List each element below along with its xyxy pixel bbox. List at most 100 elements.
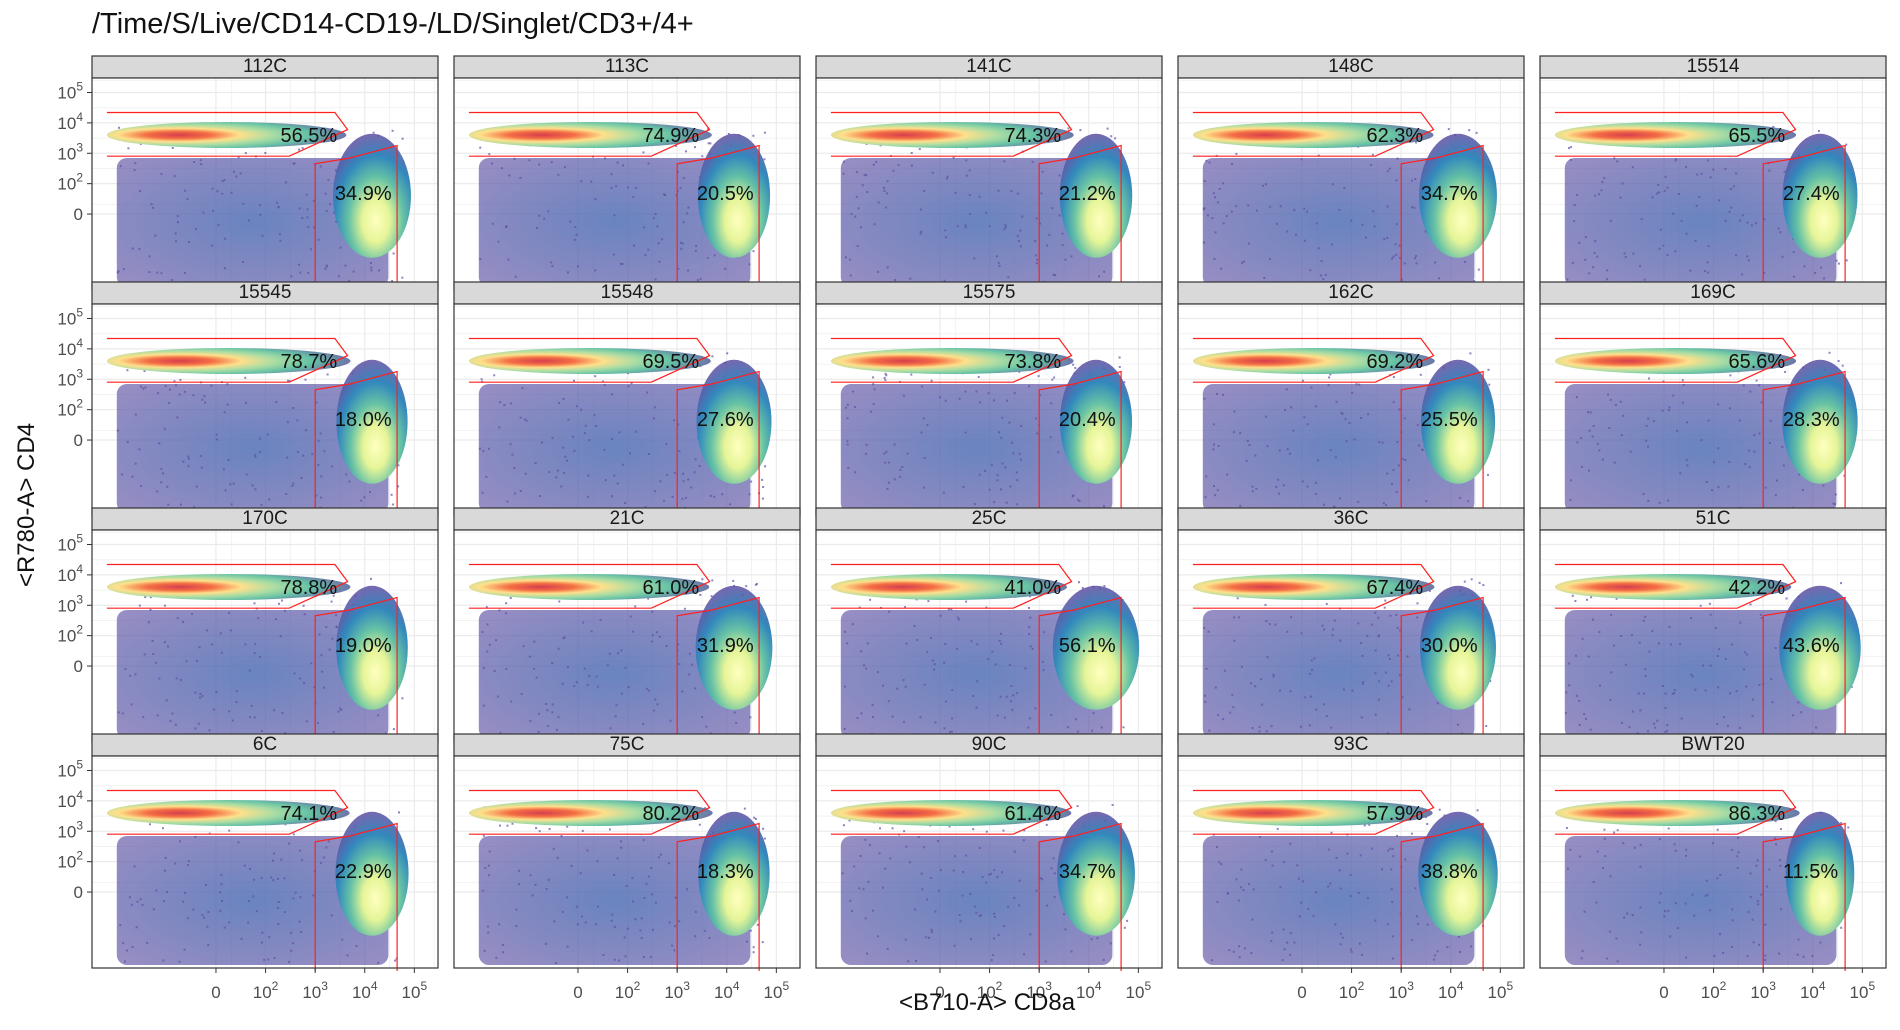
density-speckle <box>339 246 342 249</box>
cd4-gate-percentage: 80.2% <box>642 803 699 825</box>
density-speckle <box>332 594 335 597</box>
density-speckle <box>198 646 201 649</box>
density-speckle <box>749 929 752 932</box>
density-speckle <box>683 607 686 610</box>
density-speckle <box>1258 730 1261 733</box>
tick-exponent: 5 <box>1144 979 1151 993</box>
density-speckle <box>481 889 484 892</box>
density-speckle <box>1051 378 1054 381</box>
density-speckle <box>671 944 674 947</box>
density-speckle <box>1644 615 1647 618</box>
density-speckle <box>1024 667 1027 670</box>
density-speckle <box>1004 224 1007 227</box>
density-cd4-population <box>1554 121 1797 148</box>
gate-cd4 <box>106 337 349 383</box>
density-speckle <box>392 503 395 506</box>
density-speckle <box>1050 714 1053 716</box>
density-speckle <box>1212 448 1215 451</box>
density-cd4-population <box>1554 799 1800 826</box>
density-speckle <box>939 396 942 399</box>
cd4-gate-percentage: 61.0% <box>642 577 699 599</box>
density-speckle <box>1392 401 1395 404</box>
tick-exponent: 5 <box>76 305 83 319</box>
density-speckle <box>1693 914 1696 917</box>
density-speckle <box>886 192 889 195</box>
density-speckle <box>298 920 301 923</box>
density-speckle <box>1815 726 1818 729</box>
density-speckle <box>155 661 158 664</box>
density-speckle <box>1840 822 1843 825</box>
density-speckle <box>1013 850 1016 853</box>
density-speckle <box>305 193 308 196</box>
density-speckle <box>391 129 394 132</box>
y-tick-label: 0 <box>74 883 83 902</box>
density-speckle <box>1724 658 1727 660</box>
density-speckle <box>1677 193 1680 195</box>
density-speckle <box>579 872 582 875</box>
density-speckle <box>1711 842 1714 845</box>
density-speckle <box>1374 919 1377 922</box>
density-speckle <box>298 263 300 266</box>
density-speckle <box>200 163 203 166</box>
density-speckle <box>253 602 256 605</box>
density-speckle <box>1411 206 1413 209</box>
density-speckle <box>1238 945 1241 948</box>
density-speckle <box>1386 923 1389 926</box>
density-speckle <box>1782 464 1785 467</box>
density-speckle <box>590 630 593 633</box>
density-speckle <box>916 638 919 641</box>
density-speckle <box>580 408 583 411</box>
density-speckle <box>1389 847 1392 850</box>
density-speckle <box>1639 709 1642 712</box>
density-speckle <box>1217 714 1220 717</box>
density-speckle <box>958 397 961 400</box>
facet-strip-label: 6C <box>253 734 277 755</box>
density-speckle <box>1323 628 1326 631</box>
density-speckle <box>1203 627 1206 629</box>
density-speckle <box>1279 886 1282 889</box>
density-speckle <box>227 459 230 461</box>
tick-exponent: 2 <box>76 849 83 863</box>
facet-strip-label: 15575 <box>963 282 1016 303</box>
density-speckle <box>1216 393 1218 395</box>
density-speckle <box>274 618 277 621</box>
density-speckle <box>495 639 498 642</box>
density-speckle <box>1702 664 1704 667</box>
density-speckle <box>228 710 231 713</box>
density-speckle <box>1390 868 1393 871</box>
density-speckle <box>1255 488 1258 490</box>
density-speckle <box>698 465 701 467</box>
panels-group: 112C56.5%34.9%0102103104105113C74.9%20.5… <box>57 55 1887 1002</box>
density-speckle <box>486 623 489 626</box>
density-speckle <box>688 673 691 676</box>
density-speckle <box>931 171 934 174</box>
density-speckle <box>964 390 967 393</box>
density-speckle <box>647 597 650 600</box>
density-speckle <box>1485 725 1488 727</box>
density-speckle <box>752 946 755 949</box>
density-speckle <box>640 917 643 920</box>
y-tick-label: 0 <box>74 657 83 676</box>
density-speckle <box>904 938 907 941</box>
density-speckle <box>864 917 867 920</box>
density-speckle <box>613 925 616 928</box>
density-speckle <box>1426 823 1429 825</box>
density-speckle <box>584 921 587 924</box>
density-speckle <box>277 923 280 925</box>
density-speckle <box>1248 444 1251 446</box>
density-speckle <box>261 234 264 237</box>
density-speckle <box>965 174 968 177</box>
density-speckle <box>1707 271 1709 274</box>
density-speckle <box>632 630 635 633</box>
density-speckle <box>763 837 766 840</box>
density-speckle <box>544 942 547 945</box>
density-speckle <box>1243 947 1246 950</box>
density-speckle <box>1776 479 1778 482</box>
density-speckle <box>303 613 306 616</box>
density-speckle <box>694 935 697 938</box>
density-speckle <box>1349 873 1352 876</box>
density-speckle <box>704 807 707 810</box>
density-speckle <box>220 651 223 654</box>
density-speckle <box>855 171 858 174</box>
